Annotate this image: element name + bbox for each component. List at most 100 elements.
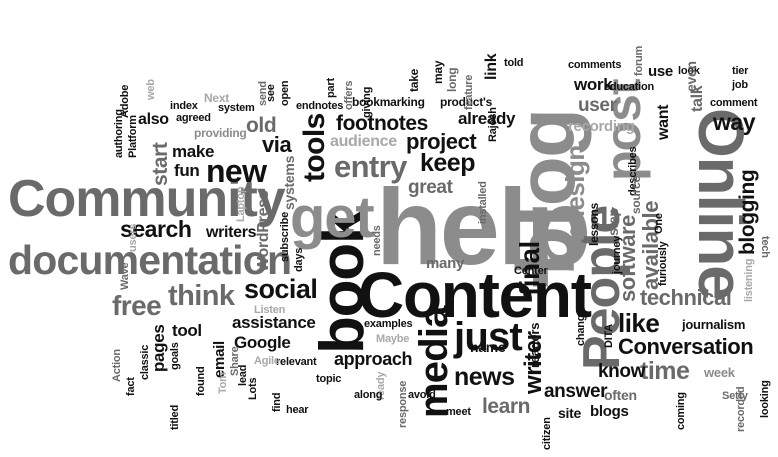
cloud-word: relevant	[276, 356, 317, 368]
cloud-word: education	[604, 81, 654, 93]
cloud-word: coming	[675, 392, 687, 430]
cloud-word: comment	[710, 97, 758, 109]
cloud-word: job	[732, 79, 748, 91]
cloud-word: week	[704, 365, 735, 380]
cloud-word: take	[407, 68, 421, 92]
cloud-word: new	[206, 153, 267, 189]
cloud-word: Center	[514, 265, 548, 277]
cloud-word: learn	[482, 395, 531, 418]
cloud-word: along	[354, 389, 383, 401]
cloud-word: audience	[330, 133, 397, 150]
cloud-word: assistance	[232, 313, 316, 332]
cloud-word: Action	[111, 349, 123, 382]
cloud-word: way	[713, 109, 756, 135]
cloud-word: media	[412, 306, 456, 418]
cloud-word: Rajesh	[487, 107, 499, 142]
cloud-word: time	[640, 357, 690, 385]
cloud-word: documentation	[8, 237, 292, 283]
cloud-word: just	[454, 315, 523, 359]
cloud-word: source	[629, 176, 643, 214]
cloud-word: examples	[364, 318, 413, 330]
cloud-word: systems	[281, 155, 297, 210]
cloud-word: index	[170, 100, 198, 112]
cloud-word: Adobe	[119, 84, 131, 118]
cloud-word: pages	[149, 324, 168, 372]
cloud-word: Next	[204, 91, 230, 105]
cloud-word: users	[127, 223, 139, 252]
cloud-word: agreed	[176, 112, 211, 124]
cloud-word: forum	[633, 45, 645, 76]
cloud-word: use	[648, 63, 673, 80]
cloud-word: fun	[174, 161, 200, 180]
cloud-word: think	[168, 280, 235, 312]
cloud-word: Indesign	[560, 145, 590, 248]
cloud-word: old	[246, 114, 277, 137]
cloud-word: recorded	[735, 386, 747, 432]
cloud-word: Google	[234, 333, 291, 352]
cloud-word: changes	[575, 302, 587, 346]
cloud-word: readers	[527, 322, 542, 368]
cloud-word: user	[578, 95, 617, 116]
cloud-word: Setty	[722, 390, 748, 402]
cloud-word: goals	[169, 342, 181, 370]
cloud-word: blogging	[736, 169, 759, 255]
cloud-word: send	[257, 81, 269, 106]
cloud-word: find	[271, 392, 283, 412]
cloud-word: titled	[169, 405, 181, 430]
cloud-word: found	[195, 366, 207, 396]
cloud-word: DITA	[603, 324, 615, 348]
cloud-word: system	[218, 102, 255, 114]
cloud-word: listening	[743, 258, 755, 302]
cloud-word: know	[598, 361, 646, 382]
cloud-word: Share	[229, 346, 241, 376]
cloud-word: tech	[759, 236, 771, 258]
cloud-word: avoid	[408, 389, 436, 401]
cloud-word: lessons	[587, 202, 601, 246]
cloud-word: long	[445, 67, 459, 92]
cloud-word: step	[605, 208, 621, 236]
cloud-word: product's	[440, 95, 493, 109]
cloud-word: already	[458, 109, 516, 128]
cloud-word: news	[454, 363, 515, 391]
cloud-word: keep	[420, 149, 475, 177]
cloud-word: hear	[286, 404, 309, 416]
cloud-word: response	[397, 380, 409, 428]
cloud-word: like	[618, 308, 660, 338]
cloud-word: Content	[358, 259, 592, 331]
cloud-word: free	[112, 290, 162, 321]
cloud-word: via	[262, 132, 292, 157]
cloud-word: often	[604, 387, 637, 403]
cloud-word: project	[406, 129, 477, 154]
cloud-word: offers	[343, 80, 355, 110]
cloud-word: search	[120, 216, 192, 242]
cloud-word: talk	[689, 85, 706, 112]
cloud-word: Wave	[119, 262, 131, 290]
cloud-word: One	[653, 213, 665, 234]
cloud-word: WordPress	[255, 190, 272, 272]
cloud-word: subscribe	[279, 212, 291, 262]
cloud-word: feature	[463, 74, 475, 110]
cloud-word: tool	[172, 321, 202, 340]
cloud-word: furiously	[657, 241, 669, 286]
cloud-word: start	[149, 142, 172, 186]
cloud-word: Maybe	[376, 333, 410, 345]
cloud-word: entry	[334, 149, 407, 184]
cloud-word: may	[431, 60, 445, 84]
cloud-word: comments	[568, 59, 622, 71]
cloud-word: Listen	[254, 304, 286, 316]
cloud-word: giving	[361, 86, 373, 118]
cloud-word: want	[655, 104, 672, 140]
cloud-word: looking	[759, 380, 771, 418]
cloud-word: also	[138, 111, 169, 128]
cloud-word: Community	[8, 170, 286, 228]
cloud-word: site	[558, 405, 582, 421]
cloud-word: blogs	[590, 403, 629, 420]
cloud-word: Conversation	[618, 334, 754, 359]
cloud-word: days	[293, 247, 305, 272]
cloud-word: get	[290, 185, 375, 250]
cloud-word: many	[426, 255, 464, 272]
cloud-word: Laptop	[235, 186, 247, 222]
cloud-word: writers	[206, 224, 257, 241]
cloud-word: Lots	[247, 377, 259, 400]
